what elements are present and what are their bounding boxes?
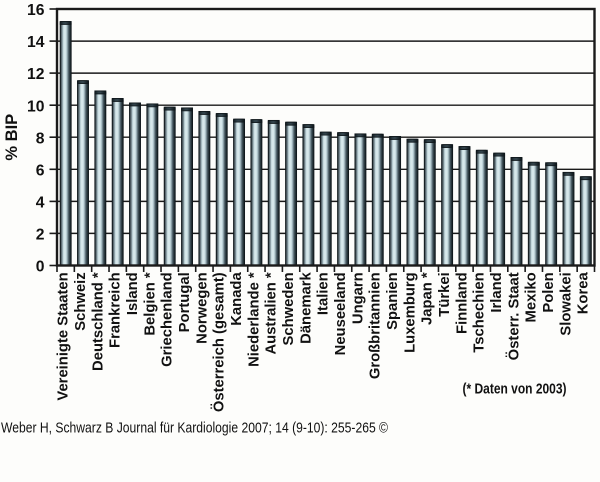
svg-text:Österreich (gesamt): Österreich (gesamt) [211, 272, 228, 412]
svg-text:Irland: Irland [489, 272, 505, 312]
svg-text:Finnland: Finnland [454, 272, 470, 334]
svg-text:Japan *: Japan * [420, 272, 436, 325]
svg-text:8: 8 [36, 130, 45, 147]
svg-text:2: 2 [36, 227, 45, 244]
svg-text:(* Daten von 2003): (* Daten von 2003) [463, 381, 567, 398]
svg-text:Griechenland: Griechenland [160, 272, 176, 367]
svg-text:Neuseeland: Neuseeland [333, 272, 349, 355]
svg-text:Ungarn: Ungarn [350, 272, 366, 324]
svg-text:4: 4 [36, 195, 45, 212]
svg-text:% BIP: % BIP [3, 114, 21, 161]
svg-text:Polen: Polen [541, 272, 557, 312]
svg-text:Mexiko: Mexiko [524, 272, 540, 322]
svg-text:Australien *: Australien * [264, 272, 280, 354]
svg-text:16: 16 [27, 2, 45, 19]
svg-text:Schweden: Schweden [281, 272, 297, 345]
svg-text:Dänemark: Dänemark [298, 272, 314, 344]
svg-text:Österr. Staat: Österr. Staat [505, 272, 522, 360]
svg-text:Slowakei: Slowakei [558, 272, 574, 335]
svg-text:Tschechien: Tschechien [472, 272, 488, 352]
svg-text:6: 6 [36, 162, 45, 179]
svg-text:12: 12 [27, 66, 45, 83]
svg-text:Korea: Korea [576, 272, 592, 315]
svg-text:Luxemburg: Luxemburg [402, 272, 418, 353]
svg-text:Belgien *: Belgien * [142, 272, 158, 336]
svg-text:Spanien: Spanien [385, 272, 401, 330]
svg-text:0: 0 [36, 259, 45, 276]
svg-text:Niederlande *: Niederlande * [246, 272, 262, 367]
svg-text:Norwegen: Norwegen [194, 272, 210, 344]
svg-text:Weber H, Schwarz B Journal für: Weber H, Schwarz B Journal für Kardiolog… [1, 420, 388, 437]
svg-text:14: 14 [27, 34, 45, 51]
svg-text:Portugal: Portugal [177, 272, 193, 332]
svg-text:Kanada: Kanada [229, 272, 245, 326]
svg-text:Großbritannien: Großbritannien [368, 272, 384, 379]
svg-text:10: 10 [27, 98, 45, 115]
svg-text:Türkei: Türkei [437, 272, 453, 316]
svg-text:Vereinigte Staaten: Vereinigte Staaten [56, 272, 72, 400]
svg-text:Schweiz: Schweiz [73, 272, 89, 330]
svg-text:Italien: Italien [316, 272, 332, 315]
svg-text:Island: Island [125, 272, 141, 315]
svg-text:Frankreich: Frankreich [108, 272, 124, 348]
svg-text:Deutschland *: Deutschland * [90, 272, 106, 371]
